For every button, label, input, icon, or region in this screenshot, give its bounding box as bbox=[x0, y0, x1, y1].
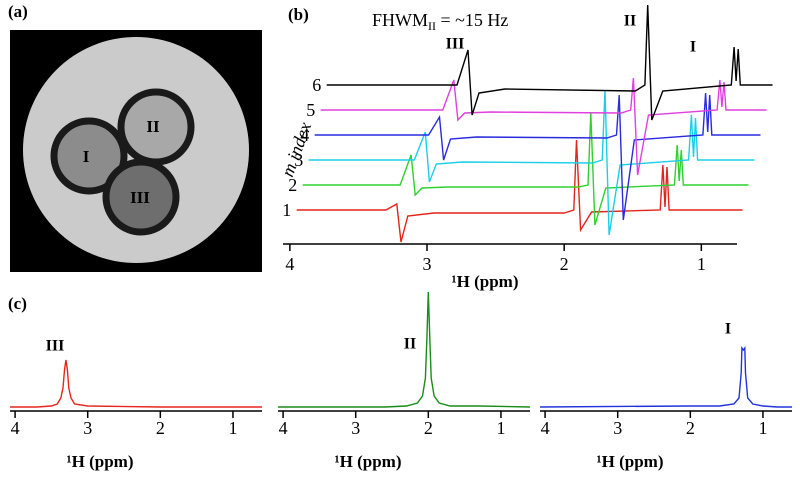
annotation-sub: II bbox=[428, 19, 436, 33]
x-tick-label: 2 bbox=[686, 418, 695, 438]
region-label: II bbox=[146, 117, 160, 136]
peak-label: II bbox=[624, 13, 636, 30]
x-axis-label: ¹H (ppm) bbox=[335, 452, 402, 471]
peak-label: I bbox=[690, 39, 696, 56]
series-label: 1 bbox=[282, 200, 291, 220]
region-label: I bbox=[83, 147, 90, 166]
spectrum bbox=[320, 77, 767, 176]
x-tick-label: 2 bbox=[424, 418, 433, 438]
x-tick-label: 3 bbox=[351, 418, 360, 438]
panel-label: (c) bbox=[8, 294, 27, 313]
series-label: 2 bbox=[288, 175, 297, 195]
x-axis-label: ¹H (ppm) bbox=[67, 452, 134, 471]
spectrum bbox=[314, 92, 761, 221]
spectrum bbox=[326, 4, 773, 121]
spectrum bbox=[10, 359, 262, 408]
annotation-tail: = ~15 Hz bbox=[436, 10, 508, 30]
x-tick-label: 2 bbox=[560, 254, 569, 274]
spectrum bbox=[539, 345, 792, 408]
annotation-main: FHWM bbox=[372, 10, 428, 30]
x-tick-label: 1 bbox=[496, 418, 505, 438]
peak-label: III bbox=[446, 36, 465, 53]
tube bbox=[102, 158, 180, 236]
x-tick-label: 4 bbox=[11, 418, 20, 438]
x-tick-label: 4 bbox=[285, 254, 294, 274]
x-tick-label: 1 bbox=[697, 254, 706, 274]
panel-label: (b) bbox=[288, 5, 309, 24]
x-tick-label: 1 bbox=[758, 418, 767, 438]
x-tick-label: 3 bbox=[83, 418, 92, 438]
x-tick-label: 4 bbox=[279, 418, 288, 438]
x-tick-label: 1 bbox=[228, 418, 237, 438]
peak-label: III bbox=[46, 338, 65, 355]
peak-label: II bbox=[404, 336, 416, 353]
tube bbox=[50, 117, 128, 195]
mri-image: I II III bbox=[10, 30, 262, 272]
x-tick-label: 4 bbox=[541, 418, 550, 438]
panel-label: (a) bbox=[8, 2, 28, 21]
series-label: 5 bbox=[306, 100, 315, 120]
x-tick-label: 2 bbox=[156, 418, 165, 438]
x-tick-label: 3 bbox=[423, 254, 432, 274]
spectrum bbox=[278, 291, 531, 408]
region-label: III bbox=[130, 188, 150, 207]
series-label: 3 bbox=[294, 150, 303, 170]
peak-label: I bbox=[725, 321, 731, 338]
spectrum bbox=[302, 112, 749, 226]
x-tick-label: 3 bbox=[613, 418, 622, 438]
spectrum bbox=[296, 139, 743, 243]
x-axis-label: ¹H (ppm) bbox=[597, 452, 664, 471]
series-label: 4 bbox=[300, 125, 309, 145]
x-axis-label: ¹H (ppm) bbox=[452, 272, 519, 291]
annotation: FHWMII = ~15 Hz bbox=[372, 10, 508, 33]
series-label: 6 bbox=[312, 75, 321, 95]
